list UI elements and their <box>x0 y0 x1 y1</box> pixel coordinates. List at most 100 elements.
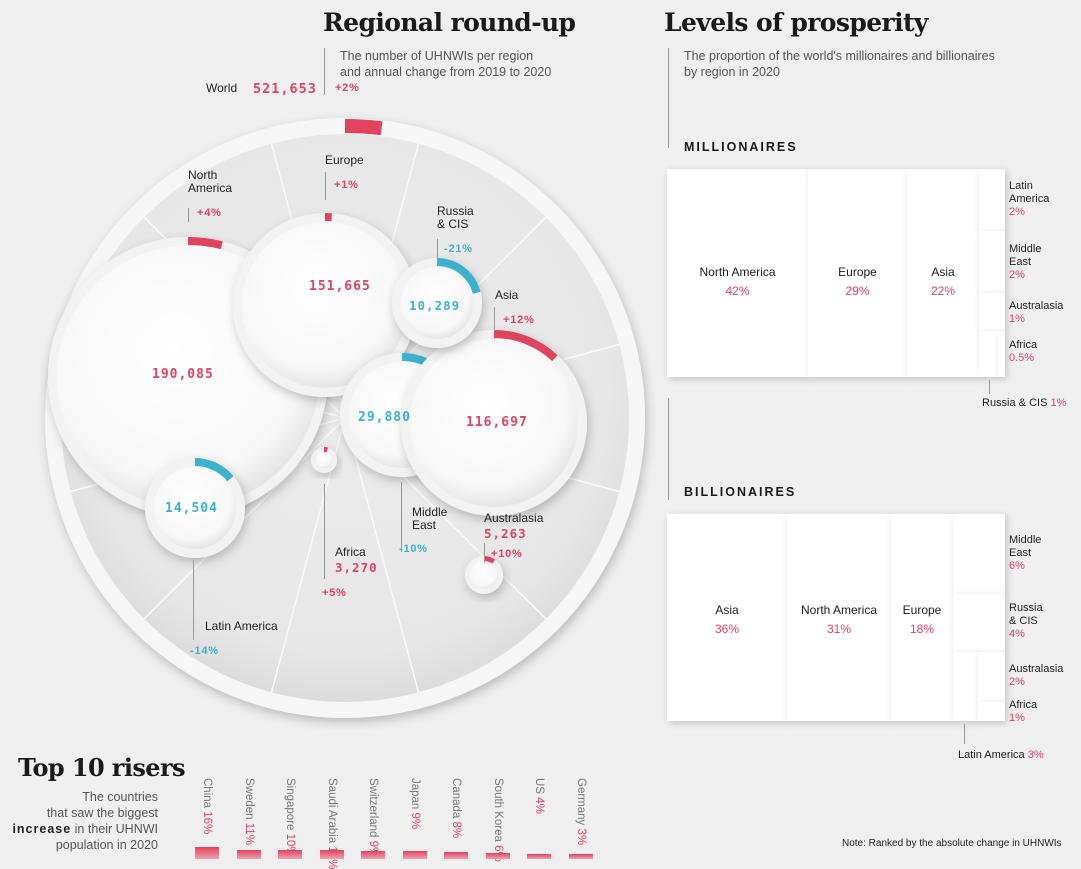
b-ru-val: 4% <box>1009 628 1043 641</box>
b-me-val: 6% <box>1009 560 1041 573</box>
riser-canada: Canada 8% <box>442 778 470 848</box>
russia-cis-label: Russia& CIS <box>437 205 474 231</box>
latin-america-tick <box>193 560 194 640</box>
middle-east-value: 29,880 <box>358 410 411 425</box>
world-value: 521,653 <box>253 81 317 97</box>
riser-south-korea: South Korea 6% <box>484 778 512 848</box>
billionaires-cell-australasia <box>978 652 1005 702</box>
bill-na-name: North America <box>787 601 891 620</box>
riser-name: Singapore <box>284 778 296 834</box>
riser-label: Canada 8% <box>450 778 462 838</box>
australasia-tick <box>484 543 485 563</box>
riser-bar <box>320 850 344 859</box>
latin-america-change: -14% <box>190 645 219 657</box>
asia-label: Asia <box>495 289 518 302</box>
russia-cis-tick <box>437 239 438 259</box>
millionaires-cell-australasia <box>979 293 1005 331</box>
millionaires-header: MILLIONAIRES <box>684 140 798 154</box>
b-me-1: Middle <box>1009 534 1041 547</box>
prosperity-rule-2 <box>668 398 669 500</box>
middle-east-change: -10% <box>399 543 428 555</box>
millionaires-cell-latin-america <box>979 169 1005 231</box>
millionaires-cell-middle-east <box>979 231 1005 293</box>
riser-name: Germany <box>575 778 587 829</box>
billionaires-cell-russia <box>953 594 1005 652</box>
prosperity-title: Levels of prosperity <box>664 8 928 37</box>
mill-eu-value: 29% <box>808 282 907 301</box>
change-arc-7 <box>324 450 327 451</box>
australasia-value: 5,263 <box>484 526 527 541</box>
riser-name: Canada <box>450 778 462 821</box>
riser-label: South Korea 6% <box>492 778 504 862</box>
risers-desc-bold: increase <box>12 822 71 836</box>
europe-label: Europe <box>325 154 364 167</box>
riser-china: China 16% <box>193 778 221 848</box>
bill-eu-name: Europe <box>891 601 953 620</box>
m-me-1: Middle <box>1009 243 1041 256</box>
riser-name: Saudi Arabia <box>326 778 338 846</box>
riser-value: 9% <box>409 813 421 830</box>
riser-value: 16% <box>201 811 213 834</box>
billionaires-header: BILLIONAIRES <box>684 485 796 499</box>
africa-change: +5% <box>322 587 347 599</box>
australasia-change: +10% <box>491 548 523 560</box>
riser-value: 4% <box>533 797 545 814</box>
riser-label: US 4% <box>533 778 545 814</box>
m-la-val: 2% <box>1009 206 1049 219</box>
footnote: Note: Ranked by the absolute change in U… <box>842 838 1062 849</box>
subtitle-line-1: The number of UHNWIs per region <box>340 48 551 64</box>
riser-bar <box>527 854 551 859</box>
m-af-val: 0.5% <box>1009 352 1037 365</box>
riser-bar <box>278 850 302 859</box>
mill-asia-value: 22% <box>907 282 979 301</box>
bubble-7 <box>316 452 332 468</box>
riser-bar <box>403 851 427 859</box>
riser-saudi-arabia: Saudi Arabia 10% <box>318 778 346 848</box>
prosperity-subtitle: The proportion of the world's millionair… <box>684 48 995 80</box>
mill-asia-name: Asia <box>907 263 979 282</box>
world-label: World <box>206 82 237 95</box>
riser-bar <box>237 850 261 859</box>
b-la-val: 3% <box>1028 749 1044 761</box>
riser-label: Germany 3% <box>575 778 587 845</box>
russia-cis-label-2: & CIS <box>437 218 474 231</box>
bill-na-value: 31% <box>787 620 891 639</box>
regional-roundup-title: Regional round-up <box>323 8 575 37</box>
world-change-arc <box>345 126 382 128</box>
m-af-1: Africa <box>1009 339 1037 352</box>
b-ru-2: & CIS <box>1009 615 1043 628</box>
m-me-val: 2% <box>1009 269 1041 282</box>
asia-change: +12% <box>503 314 535 326</box>
riser-name: South Korea <box>492 778 504 845</box>
bill-latam-tick <box>964 724 965 744</box>
riser-value: 8% <box>450 821 462 838</box>
riser-label: China 16% <box>201 778 213 834</box>
riser-bar <box>444 852 468 860</box>
latin-america-value: 14,504 <box>165 501 218 516</box>
regional-roundup-subtitle: The number of UHNWIs per region and annu… <box>340 48 551 80</box>
mill-eu-name: Europe <box>808 263 907 282</box>
riser-value: 3% <box>575 829 587 846</box>
riser-name: Japan <box>409 778 421 813</box>
bill-asia-value: 36% <box>667 620 787 639</box>
riser-name: China <box>201 778 213 811</box>
millionaires-russia-label: Russia & CIS 1% <box>982 397 1066 409</box>
riser-bar <box>569 854 593 859</box>
riser-label: Sweden 11% <box>243 778 255 845</box>
riser-label: Switzerland 9% <box>367 778 379 857</box>
millionaires-cell-africa <box>979 331 998 377</box>
europe-tick <box>325 172 326 200</box>
riser-label: Singapore 10% <box>284 778 296 857</box>
north-america-label-2: America <box>188 182 232 195</box>
north-america-tick <box>188 208 189 222</box>
riser-name: Switzerland <box>367 778 379 841</box>
world-change: +2% <box>335 82 360 94</box>
middle-east-tick <box>401 482 402 552</box>
riser-value: 11% <box>243 823 255 845</box>
riser-germany: Germany 3% <box>567 778 595 848</box>
